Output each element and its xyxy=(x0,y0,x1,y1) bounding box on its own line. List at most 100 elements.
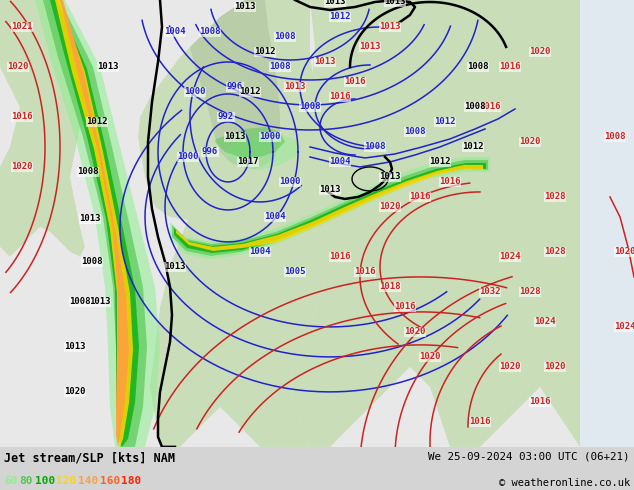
Polygon shape xyxy=(215,127,285,157)
Text: 140: 140 xyxy=(78,476,98,486)
Text: 1004: 1004 xyxy=(249,247,271,256)
Text: 1013: 1013 xyxy=(379,172,401,181)
Text: 1016: 1016 xyxy=(529,397,551,406)
Text: 1020: 1020 xyxy=(499,363,521,371)
Text: 1012: 1012 xyxy=(86,118,108,126)
Text: 1020: 1020 xyxy=(64,388,86,396)
Text: 1004: 1004 xyxy=(264,213,286,221)
Text: 100: 100 xyxy=(35,476,55,486)
Text: 1018: 1018 xyxy=(379,282,401,292)
Text: 1013: 1013 xyxy=(359,43,381,51)
Text: 1020: 1020 xyxy=(614,247,634,256)
Text: 1016: 1016 xyxy=(354,268,376,276)
Polygon shape xyxy=(0,0,85,257)
Text: 1016: 1016 xyxy=(499,63,521,72)
Text: 1008: 1008 xyxy=(467,63,489,72)
Text: 1013: 1013 xyxy=(379,23,401,31)
Text: 1012: 1012 xyxy=(434,118,456,126)
Text: 1024: 1024 xyxy=(614,322,634,331)
Polygon shape xyxy=(150,0,330,447)
Text: © weatheronline.co.uk: © weatheronline.co.uk xyxy=(499,478,630,488)
Text: 1032: 1032 xyxy=(479,288,501,296)
Text: 1016: 1016 xyxy=(469,417,491,426)
Bar xyxy=(580,0,634,447)
Text: 992: 992 xyxy=(218,113,234,122)
Polygon shape xyxy=(53,0,133,447)
Text: 1028: 1028 xyxy=(544,193,566,201)
Text: 1020: 1020 xyxy=(529,48,551,56)
Text: 1020: 1020 xyxy=(519,138,541,147)
Text: 180: 180 xyxy=(121,476,141,486)
Text: 1020: 1020 xyxy=(419,352,441,362)
Text: 1016: 1016 xyxy=(329,252,351,262)
Text: 160: 160 xyxy=(100,476,120,486)
Text: 1008: 1008 xyxy=(604,132,626,142)
Text: 1020: 1020 xyxy=(379,202,401,212)
Text: Jet stream/SLP [kts] NAM: Jet stream/SLP [kts] NAM xyxy=(4,452,175,465)
Polygon shape xyxy=(170,157,490,259)
Text: 1008: 1008 xyxy=(269,63,291,72)
Text: 1000: 1000 xyxy=(184,88,206,97)
Text: 1020: 1020 xyxy=(404,327,426,337)
Text: 1013: 1013 xyxy=(384,0,406,6)
Text: 1000: 1000 xyxy=(178,152,198,162)
Text: 1016: 1016 xyxy=(439,177,461,187)
Text: 1012: 1012 xyxy=(239,88,261,97)
Text: We 25-09-2024 03:00 UTC (06+21): We 25-09-2024 03:00 UTC (06+21) xyxy=(429,452,630,462)
Text: 996: 996 xyxy=(202,147,218,156)
Text: 1017: 1017 xyxy=(237,157,259,167)
Text: 1013: 1013 xyxy=(314,57,336,67)
Text: 1013: 1013 xyxy=(164,263,186,271)
Text: 1028: 1028 xyxy=(544,247,566,256)
Text: 1024: 1024 xyxy=(499,252,521,262)
Text: 1008: 1008 xyxy=(365,143,385,151)
Text: 1013: 1013 xyxy=(224,132,246,142)
Text: 1004: 1004 xyxy=(329,157,351,167)
Text: 1008: 1008 xyxy=(69,297,91,306)
Text: 1013: 1013 xyxy=(97,63,119,72)
Text: 1012: 1012 xyxy=(329,13,351,22)
Polygon shape xyxy=(138,0,325,222)
Text: 1016: 1016 xyxy=(410,193,430,201)
Text: 80: 80 xyxy=(20,476,33,486)
Text: 1000: 1000 xyxy=(279,177,301,187)
Text: 1008: 1008 xyxy=(77,168,99,176)
Text: 60: 60 xyxy=(4,476,18,486)
Text: 1016: 1016 xyxy=(329,93,351,101)
Text: 1013: 1013 xyxy=(89,297,111,306)
Polygon shape xyxy=(174,163,486,253)
Text: 1008: 1008 xyxy=(199,27,221,36)
Text: 1024: 1024 xyxy=(534,318,556,326)
Polygon shape xyxy=(172,160,488,256)
Text: 1008: 1008 xyxy=(299,102,321,111)
Polygon shape xyxy=(180,0,280,169)
Text: 1008: 1008 xyxy=(464,102,486,111)
Text: 1028: 1028 xyxy=(519,288,541,296)
Text: 1000: 1000 xyxy=(259,132,281,142)
Text: 1013: 1013 xyxy=(79,215,101,223)
Polygon shape xyxy=(57,0,129,447)
Polygon shape xyxy=(30,0,160,447)
Polygon shape xyxy=(290,0,634,447)
Text: 120: 120 xyxy=(56,476,77,486)
Text: 1013: 1013 xyxy=(234,2,256,11)
Polygon shape xyxy=(48,0,139,447)
Text: 1005: 1005 xyxy=(284,268,306,276)
Text: 1012: 1012 xyxy=(462,143,484,151)
Polygon shape xyxy=(40,0,147,447)
Polygon shape xyxy=(0,0,245,447)
Text: 1013: 1013 xyxy=(320,185,340,195)
Text: 1013: 1013 xyxy=(324,0,346,6)
Text: 1012: 1012 xyxy=(254,48,276,56)
Text: 1020: 1020 xyxy=(544,363,566,371)
Polygon shape xyxy=(176,165,483,251)
Text: 1008: 1008 xyxy=(275,32,295,42)
Text: 1013: 1013 xyxy=(284,82,306,92)
Text: 1020: 1020 xyxy=(11,163,33,172)
Text: 1016: 1016 xyxy=(479,102,501,111)
Text: 1016: 1016 xyxy=(394,302,416,312)
Text: 1020: 1020 xyxy=(7,63,29,72)
Text: 1008: 1008 xyxy=(404,127,426,136)
Text: 1013: 1013 xyxy=(64,343,86,351)
Text: 1016: 1016 xyxy=(11,113,33,122)
